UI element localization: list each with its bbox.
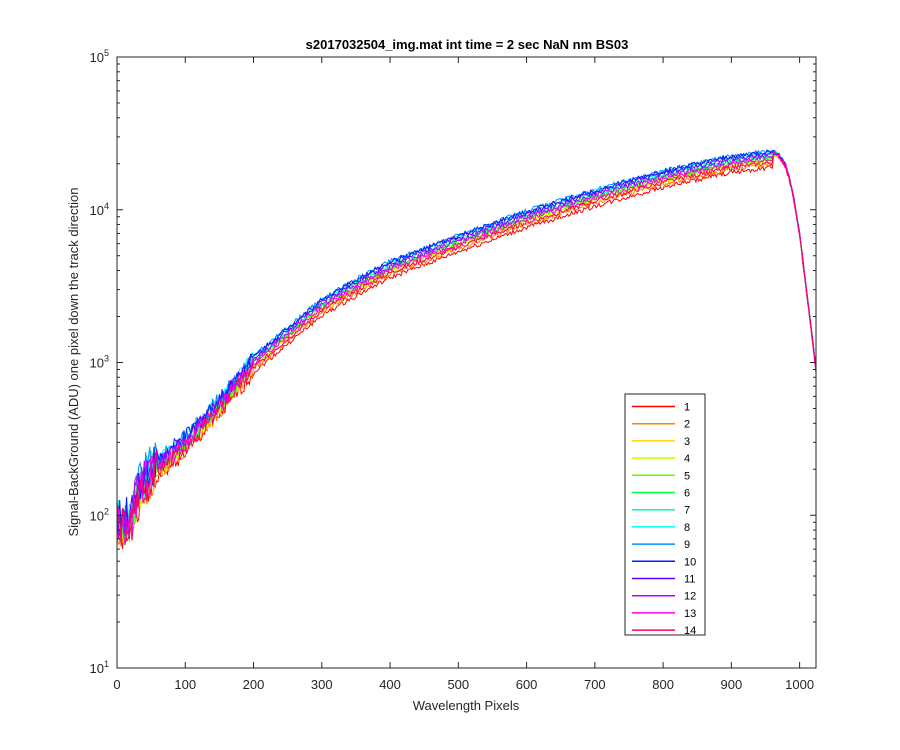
y-tick-label: 103 bbox=[90, 354, 109, 371]
legend-label: 1 bbox=[684, 402, 690, 414]
legend-label: 12 bbox=[684, 591, 696, 603]
legend-label: 7 bbox=[684, 505, 690, 517]
series-line-14 bbox=[117, 149, 816, 547]
chart-title: s2017032504_img.mat int time = 2 sec NaN… bbox=[306, 37, 629, 52]
legend-label: 11 bbox=[684, 574, 695, 586]
x-tick-label: 500 bbox=[447, 677, 469, 692]
y-tick-label: 101 bbox=[90, 659, 109, 676]
plot-area bbox=[117, 57, 816, 668]
x-tick-label: 200 bbox=[243, 677, 265, 692]
x-tick-label: 800 bbox=[652, 677, 674, 692]
legend-label: 6 bbox=[684, 488, 690, 500]
legend-label: 5 bbox=[684, 470, 690, 482]
x-tick-label: 1000 bbox=[785, 677, 814, 692]
x-tick-label: 0 bbox=[113, 677, 120, 692]
y-axis-label: Signal-BackGround (ADU) one pixel down t… bbox=[66, 187, 81, 536]
legend-label: 2 bbox=[684, 419, 690, 431]
legend-label: 14 bbox=[684, 625, 696, 637]
x-axis-label: Wavelength Pixels bbox=[413, 698, 520, 713]
y-tick-label: 105 bbox=[90, 48, 109, 65]
legend-label: 10 bbox=[684, 556, 696, 568]
y-tick-label: 104 bbox=[90, 201, 109, 218]
y-tick-label: 102 bbox=[90, 506, 109, 523]
x-tick-label: 900 bbox=[721, 677, 743, 692]
x-tick-label: 100 bbox=[174, 677, 196, 692]
x-tick-label: 600 bbox=[516, 677, 538, 692]
x-tick-label: 300 bbox=[311, 677, 333, 692]
legend-label: 3 bbox=[684, 436, 690, 448]
legend-label: 9 bbox=[684, 539, 690, 551]
legend-label: 4 bbox=[684, 453, 690, 465]
legend-box bbox=[624, 393, 706, 636]
legend-label: 13 bbox=[684, 608, 696, 620]
x-tick-label: 700 bbox=[584, 677, 606, 692]
series-line-13 bbox=[117, 150, 816, 545]
legend-label: 8 bbox=[684, 522, 690, 534]
x-tick-label: 400 bbox=[379, 677, 401, 692]
series-line-11 bbox=[117, 151, 816, 536]
